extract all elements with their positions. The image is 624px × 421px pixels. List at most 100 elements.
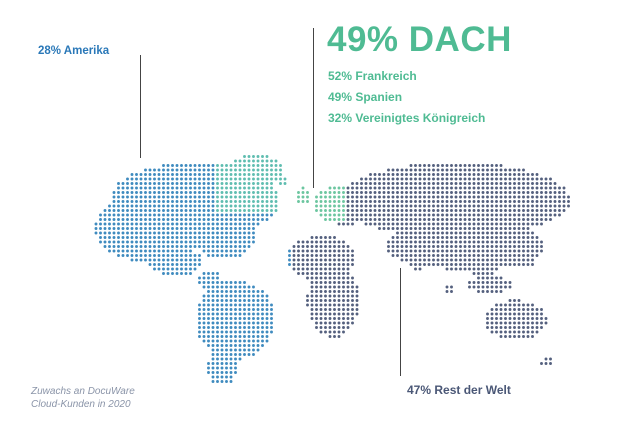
map-dot	[121, 245, 125, 248]
map-dot	[382, 195, 386, 199]
map-dot	[184, 164, 188, 167]
map-dot	[121, 236, 125, 239]
map-dot	[274, 177, 278, 181]
map-dot	[445, 177, 449, 181]
map-dot	[364, 209, 368, 212]
map-dot	[400, 222, 404, 226]
map-dot	[121, 218, 125, 221]
map-dot	[153, 191, 156, 194]
map-dot	[220, 353, 224, 356]
dach-leader-line	[313, 28, 314, 188]
map-dot	[99, 222, 102, 226]
map-dot	[333, 294, 336, 298]
map-dot	[342, 254, 345, 257]
map-dot	[454, 236, 458, 239]
map-dot	[400, 245, 404, 248]
map-dot	[558, 191, 561, 194]
map-dot	[540, 317, 543, 320]
map-dot	[544, 186, 548, 190]
map-dot	[450, 285, 453, 289]
map-dot	[238, 281, 242, 284]
map-dot	[351, 186, 354, 190]
map-dot	[306, 191, 309, 194]
map-dot	[517, 200, 521, 203]
map-dot	[418, 263, 422, 266]
map-dot	[495, 290, 498, 293]
map-dot	[310, 294, 314, 298]
map-dot	[387, 213, 390, 217]
map-dot	[459, 186, 462, 190]
map-dot	[513, 227, 516, 230]
map-dot	[342, 290, 345, 293]
map-dot	[229, 231, 233, 235]
map-dot	[526, 173, 530, 176]
map-dot	[207, 344, 210, 347]
map-dot	[207, 186, 210, 190]
map-dot	[369, 204, 372, 208]
map-dot	[342, 186, 345, 190]
map-dot	[126, 218, 129, 221]
map-dot	[427, 213, 431, 217]
map-dot	[238, 357, 242, 361]
map-dot	[472, 258, 476, 262]
map-dot	[144, 254, 147, 257]
map-dot	[225, 236, 228, 239]
map-dot	[441, 182, 444, 185]
map-dot	[405, 227, 408, 230]
map-dot	[450, 191, 453, 194]
map-dot	[499, 209, 503, 212]
map-dot	[400, 204, 404, 208]
map-dot	[481, 245, 485, 248]
map-dot	[112, 195, 116, 199]
map-dot	[459, 164, 462, 167]
map-dot	[256, 294, 260, 298]
map-dot	[315, 308, 318, 311]
map-dot	[234, 317, 237, 320]
map-dot	[175, 254, 179, 257]
map-dot	[544, 177, 548, 181]
map-dot	[202, 236, 206, 239]
map-dot	[486, 321, 489, 325]
map-dot	[531, 195, 534, 199]
map-dot	[490, 177, 494, 181]
map-dot	[535, 222, 539, 226]
map-dot	[270, 303, 273, 307]
map-dot	[351, 294, 354, 298]
map-dot	[441, 258, 444, 262]
map-dot	[310, 317, 314, 320]
map-dot	[414, 182, 417, 185]
map-dot	[499, 330, 503, 334]
map-dot	[225, 195, 228, 199]
map-dot	[486, 204, 489, 208]
map-dot	[130, 177, 134, 181]
map-dot	[333, 299, 336, 302]
map-dot	[535, 173, 539, 176]
map-dot	[499, 182, 503, 185]
map-dot	[540, 222, 543, 226]
map-dot	[481, 222, 485, 226]
map-dot	[490, 330, 494, 334]
map-dot	[243, 348, 246, 352]
map-dot	[265, 299, 269, 302]
map-dot	[481, 191, 485, 194]
map-dot	[346, 294, 350, 298]
map-dot	[513, 191, 516, 194]
map-dot	[432, 209, 435, 212]
map-dot	[477, 168, 480, 172]
map-dot	[490, 267, 494, 271]
map-dot	[202, 312, 206, 316]
map-dot	[517, 222, 521, 226]
map-dot	[202, 339, 206, 343]
map-dot	[423, 263, 426, 266]
map-dot	[207, 173, 210, 176]
map-dot	[486, 272, 489, 275]
map-dot	[162, 186, 165, 190]
map-dot	[522, 177, 525, 181]
map-dot	[238, 204, 242, 208]
map-dot	[162, 195, 165, 199]
map-dot	[477, 263, 480, 266]
map-dot	[238, 240, 242, 244]
map-dot	[148, 249, 152, 253]
map-dot	[351, 254, 354, 257]
map-dot	[121, 213, 125, 217]
